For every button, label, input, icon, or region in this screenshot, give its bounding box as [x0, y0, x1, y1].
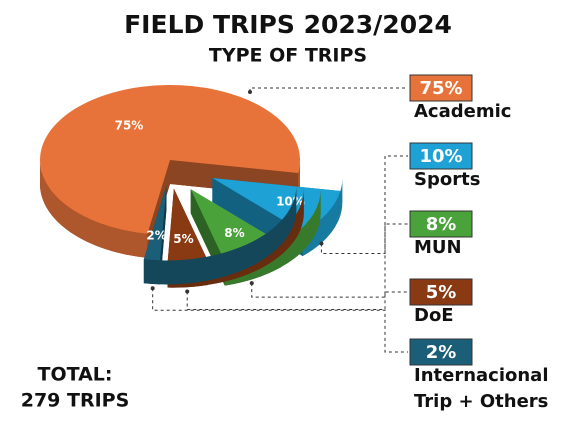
connector-dot	[248, 90, 252, 94]
connector	[251, 223, 408, 298]
chart-subtitle: TYPE OF TRIPS	[209, 45, 367, 67]
legend-value: 5%	[426, 282, 457, 303]
connector-dot	[150, 286, 155, 291]
legend-box	[409, 338, 473, 366]
connector	[186, 291, 408, 310]
pie-slice	[212, 178, 341, 232]
pie-slice	[167, 188, 208, 264]
connector	[152, 288, 408, 353]
total-label: TOTAL:	[37, 364, 112, 386]
legend-box	[409, 74, 473, 102]
legend-value: 8%	[426, 214, 457, 235]
legend-value: 10%	[419, 146, 462, 167]
total-value: 279 TRIPS	[21, 390, 130, 412]
legend-box	[409, 210, 473, 238]
legend-label: DoE	[414, 305, 454, 326]
chart-title: FIELD TRIPS 2023/2024	[124, 10, 452, 39]
legend-value: 2%	[426, 342, 457, 363]
pie-slice	[40, 85, 300, 234]
connector-dot	[185, 289, 190, 294]
slice-rim	[40, 160, 148, 258]
legend-label: MUN	[414, 237, 462, 258]
legend-box	[409, 142, 473, 170]
slice-label: 10%	[276, 194, 305, 208]
connector	[320, 155, 408, 254]
legend-label: Sports	[414, 169, 481, 190]
slice-label: 5%	[173, 232, 193, 246]
slice-rim	[143, 185, 297, 285]
legend-value: 75%	[419, 78, 462, 99]
slice-label: 75%	[115, 119, 144, 133]
connector-dot	[319, 241, 324, 246]
pie-slice	[143, 185, 167, 261]
legend-box	[409, 278, 473, 306]
slice-label: 2%	[146, 229, 166, 243]
legend-label: Internacional Trip + Others	[414, 365, 549, 412]
connector	[249, 87, 408, 92]
slice-label: 8%	[224, 226, 244, 240]
legend-label: Academic	[414, 101, 512, 122]
slice-group: 2%	[143, 185, 297, 285]
connector-dot	[249, 281, 254, 286]
